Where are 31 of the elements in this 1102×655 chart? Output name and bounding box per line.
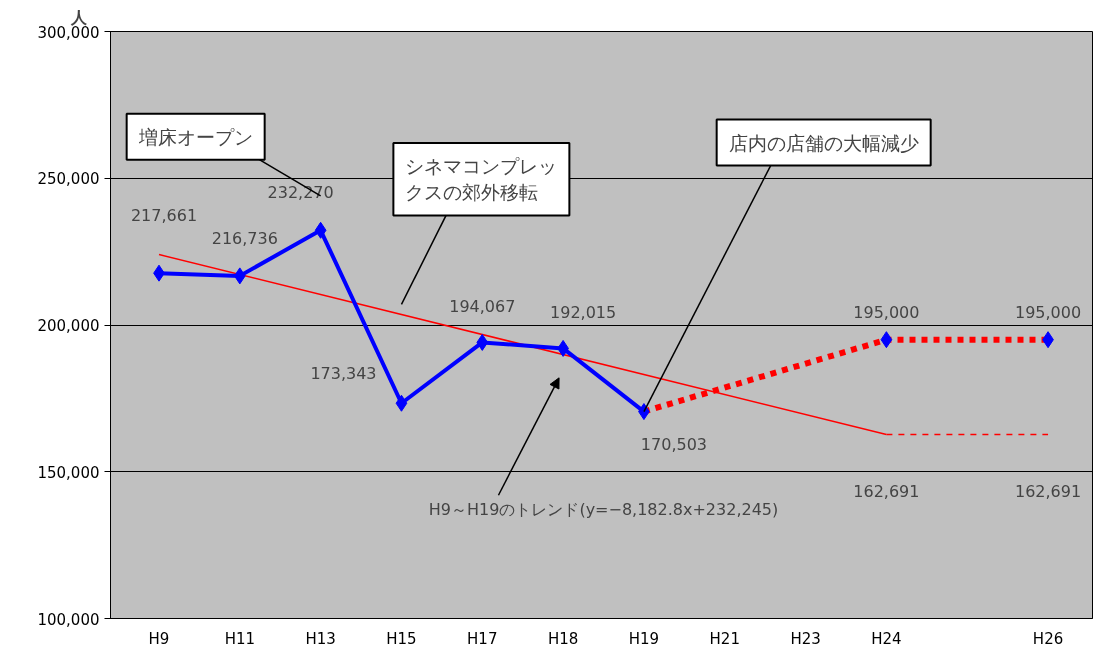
data-label: 195,000 <box>1014 302 1082 322</box>
x-tick-label: H9 <box>148 629 170 648</box>
y-axis-title: 人 <box>69 7 88 27</box>
data-label: 162,691 <box>1014 481 1082 501</box>
x-tick-label: H24 <box>871 629 902 648</box>
y-tick-label: 100,000 <box>37 610 100 629</box>
x-tick-label: H26 <box>1032 629 1064 648</box>
data-label: 195,000 <box>853 302 920 322</box>
data-label: 170,503 <box>640 434 708 454</box>
data-label: 192,015 <box>550 303 617 323</box>
x-tick-label: H15 <box>386 629 417 648</box>
x-tick-label: H18 <box>547 629 579 648</box>
y-tick-label: 200,000 <box>37 317 100 335</box>
y-tick-label: 150,000 <box>37 463 100 482</box>
annotation: シネマコンプレックスの郊外移転 <box>405 155 558 204</box>
x-tick-label: H19 <box>628 629 660 648</box>
x-tick-label: H23 <box>790 629 821 648</box>
x-tick-label: H13 <box>305 629 336 648</box>
x-tick-label: H11 <box>224 629 256 648</box>
data-label: 217,661 <box>130 206 198 226</box>
annotation: H9～H19のトレンド(y=−8,182.8x+232,245) <box>428 499 779 519</box>
y-tick-label: 250,000 <box>37 170 100 189</box>
data-label: 173,343 <box>310 364 377 384</box>
annotation: 店内の店舗の大幅減少 <box>728 131 919 154</box>
annotation: 増床オープン <box>137 125 253 148</box>
data-label: 232,270 <box>267 183 334 203</box>
x-tick-label: H21 <box>709 629 740 648</box>
data-label: 194,067 <box>449 297 516 317</box>
data-label: 162,691 <box>853 481 920 501</box>
x-tick-label: H17 <box>467 629 498 648</box>
data-label: 216,736 <box>211 228 278 248</box>
